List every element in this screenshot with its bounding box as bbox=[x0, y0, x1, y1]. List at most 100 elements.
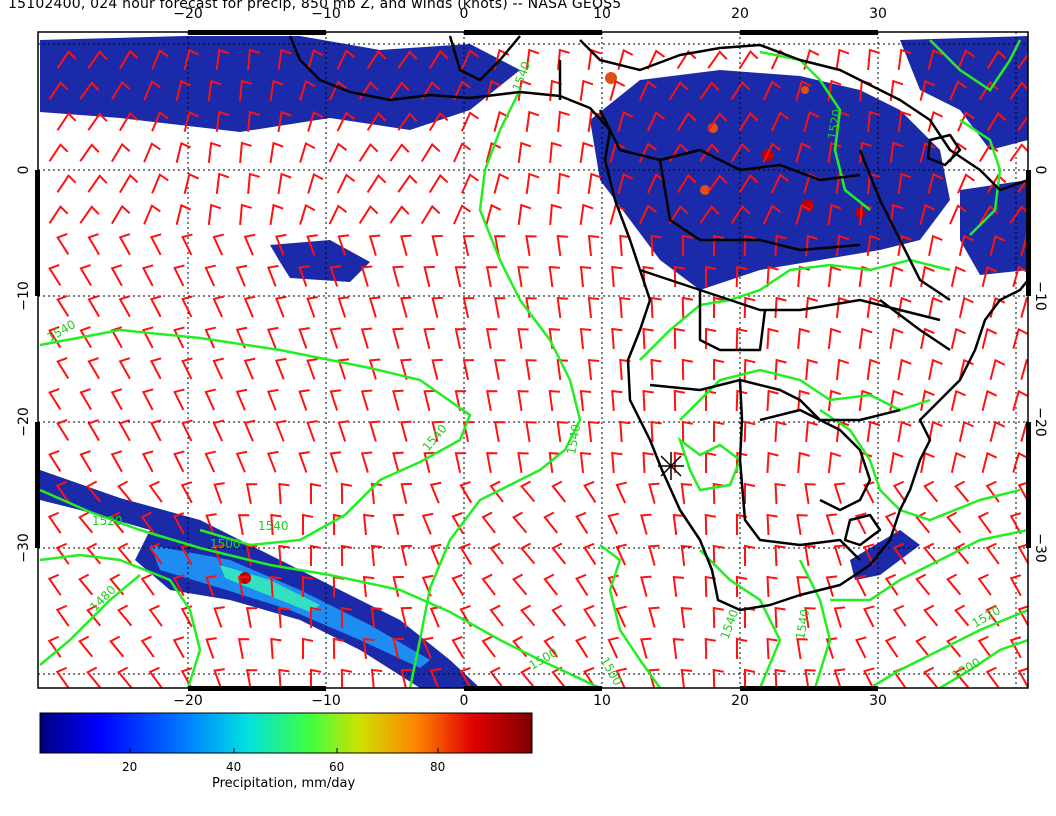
wind-barb bbox=[204, 264, 217, 287]
wind-barb bbox=[617, 110, 634, 132]
wind-barb bbox=[48, 387, 62, 410]
wind-barb bbox=[389, 143, 410, 162]
wind-barb bbox=[420, 204, 441, 225]
wind-barb bbox=[266, 326, 279, 349]
wind-barb bbox=[266, 388, 279, 411]
wind-barb bbox=[977, 511, 992, 534]
wind-barb bbox=[766, 265, 779, 288]
wind-barb bbox=[796, 638, 808, 660]
wind-barb bbox=[362, 575, 375, 598]
wind-barb bbox=[928, 358, 943, 381]
wind-barb bbox=[400, 544, 412, 566]
wind-barb bbox=[699, 143, 720, 162]
wind-barb bbox=[797, 451, 810, 474]
wind-barb bbox=[392, 327, 404, 349]
wind-barb bbox=[548, 452, 560, 474]
lat-tick-label-right: −20 bbox=[1032, 407, 1048, 437]
wind-barb bbox=[392, 451, 404, 473]
wind-barb bbox=[512, 511, 528, 534]
precip-cell bbox=[855, 208, 865, 218]
wind-barb bbox=[712, 420, 725, 443]
wind-barb bbox=[79, 143, 100, 162]
wind-barb bbox=[86, 666, 102, 688]
wind-barb bbox=[421, 574, 434, 597]
wind-barb bbox=[309, 482, 322, 505]
wind-barb bbox=[148, 604, 163, 627]
wind-barb bbox=[619, 234, 631, 257]
wind-barb bbox=[299, 203, 316, 225]
wind-barb bbox=[615, 667, 628, 688]
wind-barb bbox=[525, 421, 537, 443]
wind-barb bbox=[392, 513, 404, 535]
country-border bbox=[698, 290, 767, 352]
wind-barb bbox=[485, 203, 502, 225]
wind-barb bbox=[579, 327, 592, 350]
wind-barb bbox=[423, 327, 435, 349]
wind-barb bbox=[611, 327, 623, 350]
wind-barb bbox=[368, 358, 381, 380]
wind-barb bbox=[277, 172, 292, 195]
wind-barb bbox=[397, 174, 418, 193]
wind-barb bbox=[266, 264, 279, 287]
country-border bbox=[649, 378, 901, 422]
wind-barb bbox=[650, 296, 662, 319]
wind-barb bbox=[520, 604, 536, 627]
wind-barb bbox=[804, 607, 816, 629]
precip-cell bbox=[605, 72, 617, 84]
wind-barb bbox=[712, 668, 724, 688]
wind-barb bbox=[56, 112, 77, 131]
wind-barb bbox=[366, 174, 387, 193]
wind-barb bbox=[1017, 174, 1028, 193]
wind-barb bbox=[796, 514, 808, 536]
wind-barb bbox=[453, 204, 471, 225]
wind-barb bbox=[642, 451, 654, 474]
wind-barb bbox=[307, 110, 324, 132]
wind-barb bbox=[489, 480, 504, 503]
wind-barb bbox=[825, 575, 838, 597]
lon-tick-label-bottom: 10 bbox=[593, 693, 611, 709]
country-border bbox=[879, 299, 951, 352]
colorbar-tick-label: 40 bbox=[226, 760, 242, 774]
country-border bbox=[843, 513, 882, 547]
contour-line bbox=[39, 553, 202, 688]
contour-line bbox=[869, 608, 1028, 688]
wind-barb bbox=[549, 203, 562, 226]
wind-barb bbox=[423, 451, 435, 473]
wind-barb bbox=[301, 575, 314, 598]
wind-barb bbox=[543, 573, 558, 596]
wind-barb bbox=[493, 297, 506, 319]
wind-barb bbox=[277, 48, 292, 71]
wind-barb bbox=[243, 295, 256, 318]
wind-barb bbox=[493, 172, 510, 194]
wind-barb bbox=[215, 172, 230, 195]
wind-barb bbox=[269, 141, 284, 164]
wind-barb bbox=[863, 605, 875, 628]
wind-barb bbox=[512, 573, 528, 596]
wind-barb bbox=[556, 297, 568, 319]
wind-barb bbox=[583, 604, 597, 627]
wind-barb bbox=[243, 233, 256, 256]
wind-barb bbox=[212, 419, 225, 442]
wind-barb bbox=[981, 327, 998, 349]
wind-barb bbox=[648, 668, 660, 688]
wind-barb bbox=[47, 573, 62, 596]
lon-tick-label-bottom: −20 bbox=[173, 693, 203, 709]
wind-barb bbox=[205, 513, 217, 535]
wind-barb bbox=[858, 327, 873, 350]
wind-barb bbox=[638, 80, 658, 101]
wind-barb bbox=[237, 576, 250, 598]
wind-barb bbox=[149, 419, 162, 442]
lon-tick-label-top: 10 bbox=[593, 6, 611, 22]
wind-barb bbox=[493, 359, 506, 381]
wind-barb bbox=[48, 263, 62, 286]
wind-barb bbox=[462, 235, 475, 256]
lon-tick-label-top: −10 bbox=[311, 6, 341, 22]
colorbar bbox=[39, 712, 533, 754]
contour-line bbox=[677, 436, 742, 492]
wind-barb bbox=[239, 79, 252, 102]
wind-barb bbox=[181, 233, 193, 256]
wind-barb bbox=[897, 110, 912, 133]
wind-barb bbox=[183, 48, 200, 70]
wind-barb bbox=[958, 296, 974, 318]
lat-tick-label-left: 0 bbox=[16, 166, 32, 175]
